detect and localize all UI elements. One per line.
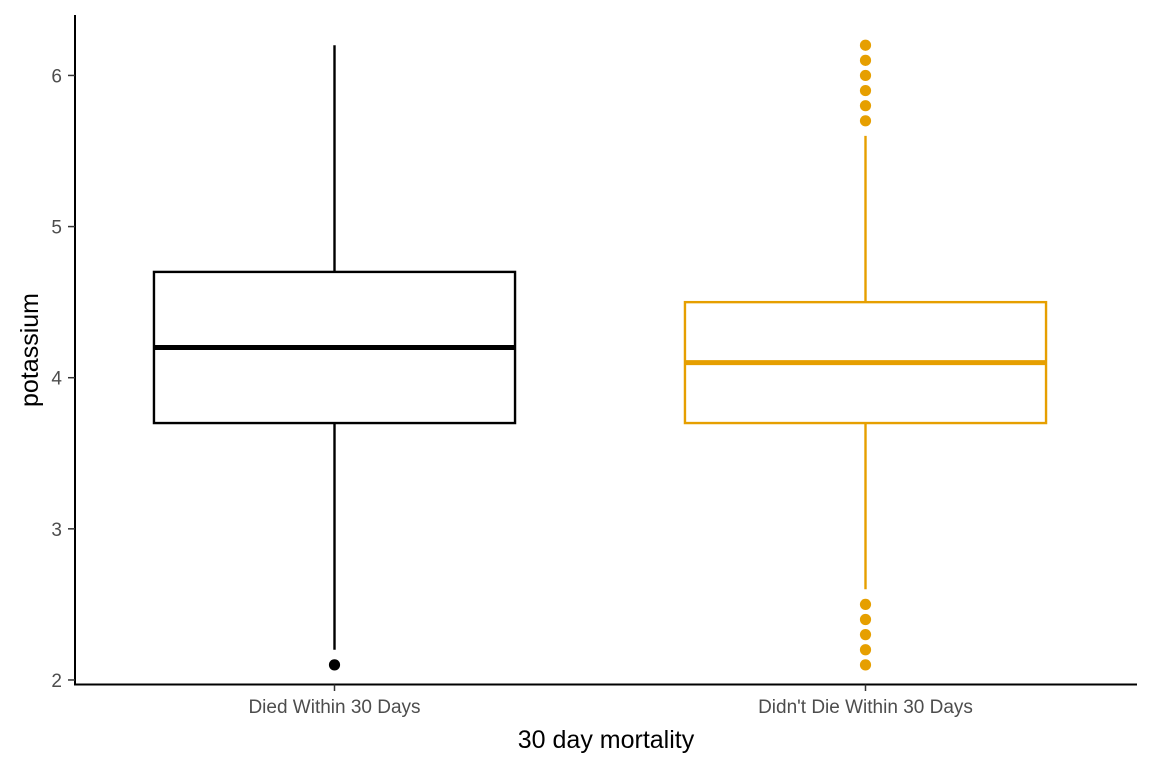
y-tick-label: 3 [51, 520, 62, 541]
outlier-point [859, 644, 872, 656]
axes [74, 15, 1137, 686]
outlier-point [859, 69, 872, 82]
y-tick-label: 6 [51, 66, 62, 87]
y-axis-title: potassium [16, 293, 44, 407]
outlier-point [859, 84, 872, 97]
outlier-point [859, 100, 872, 112]
box-group [683, 39, 1048, 671]
outlier-point [859, 54, 872, 66]
outlier-point [859, 613, 872, 626]
box-group [152, 45, 517, 671]
outlier-point [859, 659, 872, 671]
outlier-point [859, 629, 872, 641]
outlier-point [328, 659, 341, 671]
outlier-point [859, 598, 872, 611]
outlier-point [859, 115, 872, 127]
y-tick-label: 4 [51, 369, 62, 390]
x-tick-label: Didn't Die Within 30 Days [758, 697, 973, 718]
x-tick-label: Died Within 30 Days [248, 697, 420, 718]
tick-layer: 2 3 4 5 6 Died Within 30 Days Didn't Die Withi… [51, 66, 972, 718]
y-tick-label: 5 [51, 218, 62, 239]
y-tick-label: 2 [51, 671, 62, 692]
x-axis-title: 30 day mortality [518, 726, 695, 754]
plot-area [152, 39, 1048, 671]
outlier-point [859, 39, 872, 51]
